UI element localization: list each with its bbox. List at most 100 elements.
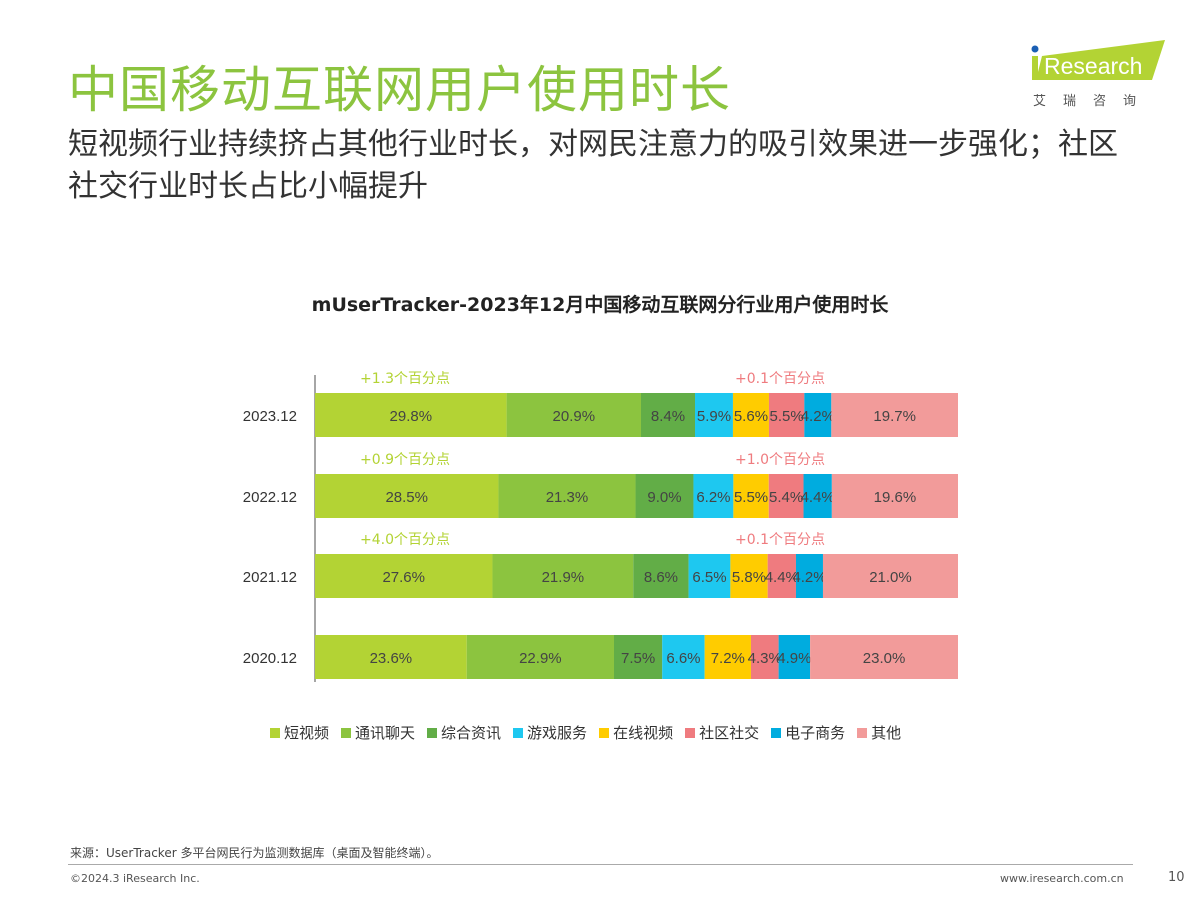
legend-swatch <box>427 727 438 738</box>
legend-label: 通讯聊天 <box>355 724 416 742</box>
data-label: 21.9% <box>542 569 585 586</box>
legend-item: 其他 <box>857 722 901 743</box>
data-label: 23.0% <box>863 650 906 667</box>
bar-segment <box>633 554 689 598</box>
logo-cn-text: 艾瑞咨询 <box>1033 94 1154 109</box>
data-label: 8.4% <box>651 408 685 425</box>
copyright: ©2024.3 iResearch Inc. <box>70 872 200 885</box>
data-label: 21.0% <box>869 569 912 586</box>
bar-segment <box>506 393 642 437</box>
category-label: 2020.12 <box>243 650 297 667</box>
data-label: 4.4% <box>765 569 799 586</box>
iresearch-logo: Research <box>1031 40 1165 80</box>
bar-segment <box>635 474 694 518</box>
bar-segment <box>810 635 958 679</box>
change-annotation: +4.0个百分点 <box>360 532 450 548</box>
data-label: 21.3% <box>546 489 589 506</box>
category-label: 2023.12 <box>243 408 297 425</box>
legend-label: 短视频 <box>284 724 330 742</box>
legend-swatch <box>513 727 524 738</box>
category-label: 2022.12 <box>243 489 297 506</box>
svg-text:Research: Research <box>1044 53 1142 79</box>
legend-swatch <box>771 727 782 738</box>
data-label: 6.2% <box>696 489 730 506</box>
legend-swatch <box>857 727 868 738</box>
data-label: 5.5% <box>770 408 804 425</box>
data-label: 22.9% <box>519 650 562 667</box>
data-label: 4.2% <box>801 408 835 425</box>
bar-segment <box>750 635 779 679</box>
data-label: 6.6% <box>666 650 700 667</box>
data-label: 5.9% <box>697 408 731 425</box>
source-note: 来源：UserTracker 多平台网民行为监测数据库（桌面及智能终端）。 <box>70 846 439 860</box>
bar-segment <box>778 635 811 679</box>
bar-segment <box>732 393 769 437</box>
page-subtitle: 短视频行业持续挤占其他行业时长，对网民注意力的吸引效果进一步强化；社区社交行业时… <box>68 127 1118 204</box>
bar-segment <box>688 554 731 598</box>
bar-segment <box>315 554 493 598</box>
data-label: 9.0% <box>647 489 681 506</box>
data-label: 20.9% <box>553 408 596 425</box>
bar-segment <box>822 554 958 598</box>
data-label: 7.5% <box>621 650 655 667</box>
bar-segment <box>641 393 696 437</box>
legend-label: 其他 <box>871 724 902 742</box>
legend-swatch <box>341 727 352 738</box>
data-label: 5.5% <box>734 489 768 506</box>
data-label: 27.6% <box>382 569 425 586</box>
page-number: 10 <box>1168 870 1185 885</box>
legend-label: 综合资讯 <box>441 724 502 742</box>
change-annotation: +1.3个百分点 <box>360 371 450 387</box>
bar-segment <box>767 554 796 598</box>
data-label: 29.8% <box>390 408 433 425</box>
bar-segment <box>492 554 634 598</box>
bar-segment <box>831 474 958 518</box>
change-annotation: +1.0个百分点 <box>735 452 825 468</box>
bar-segment <box>466 635 614 679</box>
website-link[interactable]: www.iresearch.com.cn <box>1000 872 1124 885</box>
stacked-bar-chart: 2023.12 29.8% 20.9% 8.4% 5.9% 5.6% 5.5%4.2% 19.… <box>243 371 958 682</box>
change-annotation: +0.9个百分点 <box>360 452 450 468</box>
data-label: 19.7% <box>873 408 916 425</box>
data-label: 4.3% <box>748 650 782 667</box>
data-label: 5.6% <box>734 408 768 425</box>
bar-segment <box>768 393 805 437</box>
bar-segment <box>795 554 823 598</box>
bar-segment <box>804 393 832 437</box>
legend-item: 综合资讯 <box>427 722 501 743</box>
footer-divider <box>68 864 1133 865</box>
change-annotation: +0.1个百分点 <box>735 532 825 548</box>
legend-item: 游戏服务 <box>513 722 587 743</box>
page-title: 中国移动互联网用户使用时长 <box>68 61 731 119</box>
bar-segment <box>831 393 958 437</box>
bar-segment <box>733 474 769 518</box>
data-label: 19.6% <box>874 489 917 506</box>
legend-swatch <box>685 727 696 738</box>
data-label: 7.2% <box>711 650 745 667</box>
data-label: 4.9% <box>777 650 811 667</box>
data-label: 28.5% <box>385 489 428 506</box>
legend-label: 在线视频 <box>613 724 674 742</box>
bar-segment <box>315 393 507 437</box>
bar-segment <box>803 474 832 518</box>
bar-segment <box>695 393 733 437</box>
legend-swatch <box>270 727 280 738</box>
data-label: 6.5% <box>692 569 726 586</box>
bar-segment <box>768 474 804 518</box>
legend-item: 电子商务 <box>771 722 845 743</box>
legend-item: 通讯聊天 <box>341 722 415 743</box>
data-label: 4.4% <box>801 489 835 506</box>
bar-segment <box>315 635 467 679</box>
data-label: 8.6% <box>644 569 678 586</box>
legend-item: 短视频 <box>270 722 329 743</box>
bar-segment <box>498 474 636 518</box>
legend-swatch <box>599 727 610 738</box>
bar-segment <box>613 635 663 679</box>
legend-label: 电子商务 <box>785 724 846 742</box>
bar-segment <box>315 474 499 518</box>
category-label: 2021.12 <box>243 569 297 586</box>
chart-title: mUserTracker-2023年12月中国移动互联网分行业用户使用时长 <box>311 294 889 316</box>
bar-segment <box>704 635 751 679</box>
legend-item: 社区社交 <box>685 722 759 743</box>
